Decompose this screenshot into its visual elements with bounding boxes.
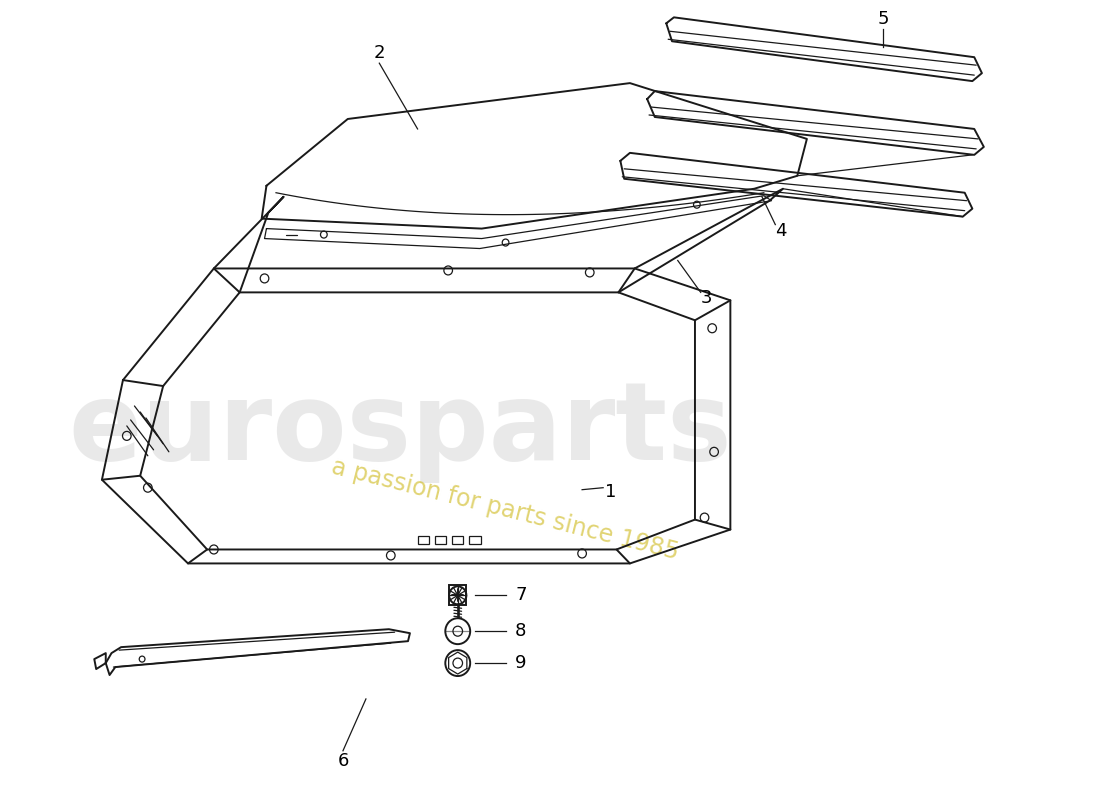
Bar: [452, 535, 463, 543]
Text: eurosparts: eurosparts: [68, 377, 733, 483]
Text: 3: 3: [701, 290, 712, 307]
Text: a passion for parts since 1985: a passion for parts since 1985: [329, 454, 682, 565]
Text: 6: 6: [338, 752, 349, 770]
Bar: [449, 586, 466, 606]
Text: 2: 2: [374, 44, 385, 62]
Bar: [470, 535, 481, 543]
Text: 1: 1: [605, 482, 616, 501]
Text: 9: 9: [515, 654, 527, 672]
Text: 8: 8: [515, 622, 527, 640]
Text: 7: 7: [515, 586, 527, 604]
Bar: [434, 535, 447, 543]
Bar: [418, 535, 429, 543]
Text: 5: 5: [878, 10, 889, 28]
Text: 4: 4: [776, 222, 786, 239]
